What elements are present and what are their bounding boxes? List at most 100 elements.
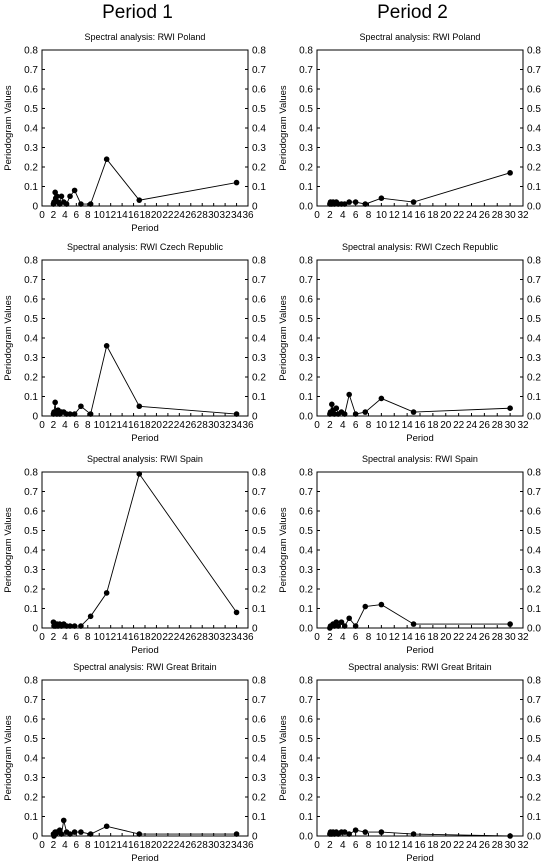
x-tick-label: 8 — [366, 840, 372, 851]
x-tick-label: 16 — [414, 840, 426, 851]
x-tick-label: 32 — [220, 632, 232, 643]
data-point — [136, 197, 143, 203]
x-tick-label: 2 — [51, 840, 57, 851]
y-tick-label-right: 0.7 — [252, 65, 266, 76]
x-tick-label: 14 — [402, 420, 414, 431]
x-tick-label: 8 — [366, 632, 372, 643]
y-tick-label-left: 0.3 — [299, 353, 313, 364]
y-tick-label-left: 0.8 — [299, 676, 313, 687]
x-tick-label: 26 — [185, 632, 197, 643]
x-axis-label: Period — [131, 433, 158, 444]
data-point — [136, 471, 143, 477]
x-tick-label: 22 — [162, 840, 174, 851]
data-point — [87, 411, 94, 417]
x-axis-label: Period — [131, 223, 158, 234]
y-tick-label-left: 0.6 — [24, 295, 38, 306]
x-tick-label: 0 — [314, 840, 320, 851]
y-axis-label: Periodogram Values — [278, 715, 289, 801]
x-tick-label: 30 — [505, 420, 517, 431]
y-tick-label-left: 0.6 — [24, 715, 38, 726]
x-tick-label: 32 — [517, 632, 529, 643]
y-tick-label-left: 0.3 — [299, 143, 313, 154]
data-point — [410, 621, 417, 627]
y-tick-label-left: 0.7 — [299, 275, 313, 286]
y-tick-label-left: 0.4 — [299, 334, 313, 345]
x-tick-label: 26 — [479, 210, 491, 221]
y-tick-label-left: 0.5 — [24, 104, 38, 115]
y-tick-label-left: 0.1 — [24, 392, 38, 403]
x-tick-label: 10 — [94, 210, 106, 221]
x-tick-label: 10 — [94, 420, 106, 431]
y-tick-label-left: 0 — [32, 624, 38, 635]
x-tick-label: 12 — [389, 632, 401, 643]
y-tick-label-right: 0.5 — [252, 104, 266, 115]
x-tick-label: 32 — [517, 210, 529, 221]
y-tick-label-right: 0.3 — [252, 773, 266, 784]
data-point — [67, 831, 73, 837]
x-tick-label: 28 — [492, 420, 504, 431]
y-tick-label-left: 0.2 — [24, 793, 38, 804]
data-point — [378, 829, 385, 835]
x-tick-label: 14 — [402, 632, 414, 643]
x-tick-label: 2 — [51, 632, 57, 643]
y-tick-label-right: 0.5 — [527, 734, 541, 745]
y-tick-label-right: 0.7 — [252, 275, 266, 286]
y-tick-label-left: 0.7 — [299, 695, 313, 706]
x-tick-label: 30 — [208, 210, 220, 221]
y-axis-label: Periodogram Values — [278, 507, 289, 593]
y-tick-label-right: 0.2 — [252, 373, 266, 384]
x-tick-label: 2 — [327, 632, 333, 643]
data-point — [67, 623, 73, 629]
x-tick-label: 6 — [353, 840, 359, 851]
x-tick-label: 10 — [376, 632, 388, 643]
x-tick-label: 10 — [376, 840, 388, 851]
x-tick-label: 6 — [74, 840, 80, 851]
y-tick-label-right: 0.4 — [252, 546, 266, 557]
plot-frame — [41, 49, 249, 207]
y-axis-label: Periodogram Values — [278, 85, 289, 171]
y-tick-label-right: 0.3 — [252, 143, 266, 154]
x-tick-label: 16 — [414, 632, 426, 643]
y-tick-label-right: 0.8 — [527, 46, 541, 57]
data-point — [78, 403, 84, 410]
x-tick-label: 22 — [453, 840, 465, 851]
x-tick-label: 30 — [208, 632, 220, 643]
y-tick-label-left: 0.5 — [299, 734, 313, 745]
x-tick-label: 6 — [353, 632, 359, 643]
x-tick-label: 6 — [74, 420, 80, 431]
x-tick-label: 36 — [242, 840, 254, 851]
y-tick-label-right: 0.4 — [252, 754, 266, 765]
y-tick-label-right: 0.8 — [252, 256, 266, 267]
x-tick-label: 12 — [389, 420, 401, 431]
x-tick-label: 30 — [505, 840, 517, 851]
y-tick-label-right: 0.8 — [252, 468, 266, 479]
y-tick-label-left: 0.8 — [24, 676, 38, 687]
x-tick-label: 12 — [105, 632, 117, 643]
data-point — [78, 623, 84, 629]
data-point — [335, 623, 342, 629]
y-tick-label-right: 0.4 — [527, 546, 541, 557]
series-line — [52, 158, 237, 206]
data-point — [346, 391, 352, 398]
x-tick-label: 6 — [74, 632, 80, 643]
data-point — [507, 833, 513, 839]
y-tick-label-right: 0.2 — [527, 793, 541, 804]
x-tick-label: 4 — [340, 632, 346, 643]
x-tick-label: 2 — [327, 420, 333, 431]
x-tick-label: 24 — [466, 420, 478, 431]
data-point — [338, 619, 345, 625]
y-tick-label-left: 0.4 — [299, 754, 313, 765]
y-tick-label-right: 0.1 — [527, 604, 541, 615]
data-point — [346, 831, 352, 837]
data-point — [378, 601, 385, 608]
x-tick-label: 24 — [174, 840, 186, 851]
x-tick-label: 14 — [117, 210, 129, 221]
data-point — [87, 201, 94, 207]
y-tick-label-right: 0.6 — [527, 295, 541, 306]
chart-panel-4: Spectral analysis: RWI Czech Republic 0.0… — [278, 242, 541, 444]
y-tick-label-left: 0.2 — [24, 585, 38, 596]
y-tick-label-right: 0.2 — [252, 793, 266, 804]
y-tick-label-right: 0.5 — [527, 104, 541, 115]
